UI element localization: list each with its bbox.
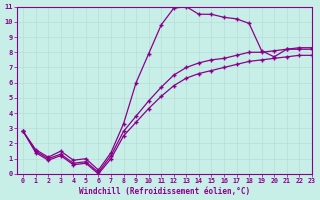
X-axis label: Windchill (Refroidissement éolien,°C): Windchill (Refroidissement éolien,°C) — [79, 187, 250, 196]
